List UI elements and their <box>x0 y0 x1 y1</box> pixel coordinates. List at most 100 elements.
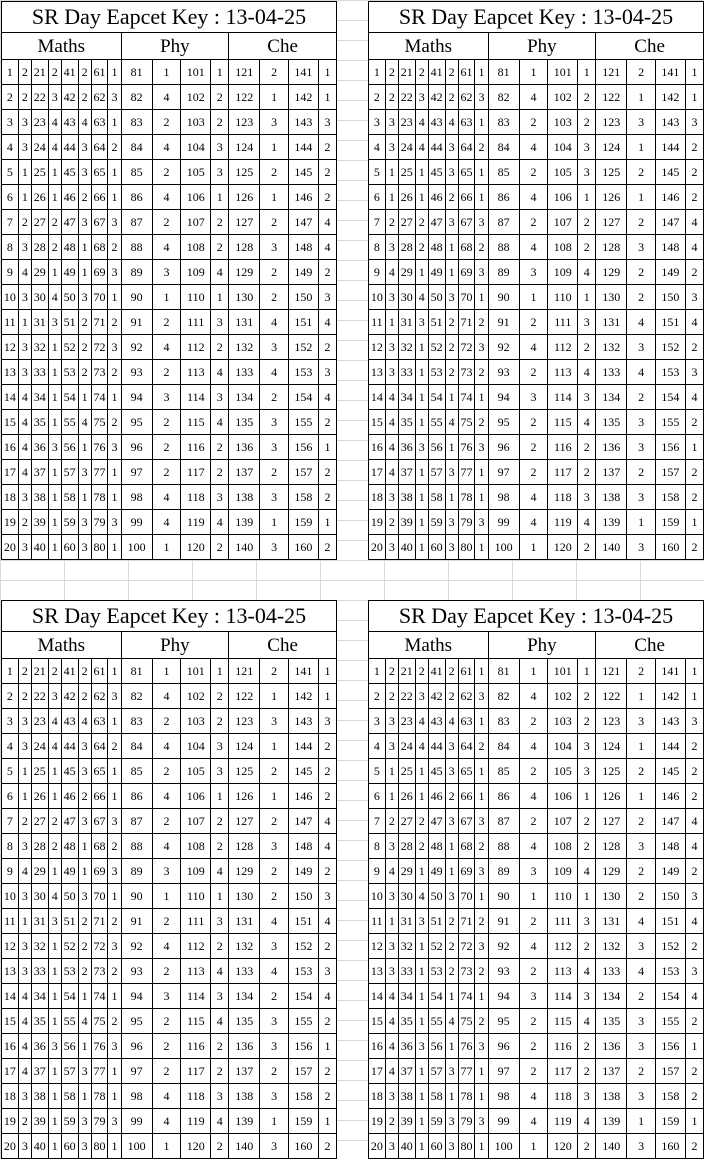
answer-option-cell: 2 <box>684 758 704 784</box>
answer-option-cell: 2 <box>518 159 549 185</box>
question-number-cell: 78 <box>90 1083 109 1109</box>
answer-option-cell: 3 <box>17 833 32 859</box>
answer-option-cell: 2 <box>259 384 289 410</box>
answer-option-cell: 3 <box>259 708 289 734</box>
answer-option-cell: 2 <box>384 509 399 535</box>
question-number-cell: 154 <box>287 983 319 1009</box>
answer-option-cell: 3 <box>474 209 489 235</box>
answer-option-cell: 2 <box>210 808 230 834</box>
answer-option-cell: 1 <box>77 234 92 260</box>
question-number-cell: 40 <box>30 1133 49 1159</box>
question-number-cell: 47 <box>60 808 79 834</box>
answer-option-cell: 4 <box>626 958 656 984</box>
answer-option-cell: 1 <box>47 259 62 285</box>
question-number-cell: 39 <box>397 509 416 535</box>
answer-option-cell: 2 <box>684 783 704 809</box>
answer-option-cell: 4 <box>518 783 549 809</box>
question-number-cell: 91 <box>120 309 153 335</box>
answer-option-cell: 3 <box>317 284 338 310</box>
answer-option-cell: 2 <box>210 833 230 859</box>
question-number-cell: 108 <box>547 234 579 260</box>
question-number-cell: 154 <box>654 983 686 1009</box>
question-number-cell: 1 <box>368 59 386 85</box>
answer-option-cell: 3 <box>577 134 597 160</box>
question-number-cell: 146 <box>287 184 319 210</box>
question-number-cell: 146 <box>654 184 686 210</box>
answer-option-cell: 2 <box>577 708 597 734</box>
answer-option-cell: 1 <box>474 59 489 85</box>
table-row: 16 4 36 3 56 1 76 3 96 2 116 2 136 3 156 1 <box>1 434 338 460</box>
question-number-cell: 44 <box>427 733 446 759</box>
question-number-cell: 129 <box>595 858 628 884</box>
question-number-cell: 102 <box>180 683 212 709</box>
answer-option-cell: 3 <box>414 434 429 460</box>
question-number-cell: 23 <box>397 109 416 135</box>
answer-option-cell: 1 <box>684 658 704 684</box>
question-number-cell: 160 <box>287 534 319 560</box>
table-row: 9 4 29 1 49 1 69 3 89 3 109 4 129 2 149 2 <box>1 259 338 285</box>
question-number-cell: 103 <box>180 708 212 734</box>
question-number-cell: 153 <box>654 958 686 984</box>
answer-option-cell: 1 <box>414 1008 429 1034</box>
question-number-cell: 64 <box>457 134 476 160</box>
question-number-cell: 63 <box>90 109 109 135</box>
question-number-cell: 131 <box>228 908 261 934</box>
answer-option-cell: 1 <box>77 1033 92 1059</box>
question-number-cell: 139 <box>595 1108 628 1134</box>
answer-option-cell: 4 <box>414 134 429 160</box>
question-number-cell: 9 <box>1 858 19 884</box>
question-number-cell: 69 <box>457 858 476 884</box>
answer-option-cell: 3 <box>414 309 429 335</box>
answer-option-cell: 2 <box>317 334 338 360</box>
question-number-cell: 1 <box>1 658 19 684</box>
question-number-cell: 156 <box>654 434 686 460</box>
question-number-cell: 71 <box>90 908 109 934</box>
answer-option-cell: 2 <box>17 1108 32 1134</box>
answer-option-cell: 2 <box>77 958 92 984</box>
question-number-cell: 62 <box>457 84 476 110</box>
table-row: 13 3 33 1 53 2 73 2 93 2 113 4 133 4 153 3 <box>368 958 704 984</box>
question-number-cell: 41 <box>427 658 446 684</box>
answer-option-cell: 4 <box>444 1008 459 1034</box>
answer-option-cell: 1 <box>474 883 489 909</box>
answer-option-cell: 4 <box>317 908 338 934</box>
table-row: 8 3 28 2 48 1 68 2 88 4 108 2 128 3 148 4 <box>368 833 704 859</box>
answer-option-cell: 2 <box>626 384 656 410</box>
answer-option-cell: 1 <box>317 683 338 709</box>
question-number-cell: 124 <box>595 134 628 160</box>
question-number-cell: 148 <box>287 234 319 260</box>
question-number-cell: 150 <box>654 284 686 310</box>
answer-option-cell: 1 <box>107 384 122 410</box>
question-number-cell: 80 <box>457 534 476 560</box>
answer-option-cell: 3 <box>474 84 489 110</box>
answer-option-cell: 4 <box>384 858 399 884</box>
question-number-cell: 136 <box>228 1033 261 1059</box>
question-number-cell: 33 <box>397 359 416 385</box>
answer-option-cell: 3 <box>474 259 489 285</box>
answer-option-cell: 2 <box>210 708 230 734</box>
answer-option-cell: 3 <box>444 459 459 485</box>
question-number-cell: 155 <box>287 1008 319 1034</box>
question-number-cell: 140 <box>595 1133 628 1159</box>
question-number-cell: 111 <box>547 309 579 335</box>
answer-option-cell: 3 <box>17 933 32 959</box>
question-number-cell: 150 <box>287 883 319 909</box>
answer-option-cell: 2 <box>151 209 182 235</box>
answer-option-cell: 1 <box>47 1008 62 1034</box>
answer-option-cell: 1 <box>444 833 459 859</box>
question-number-cell: 100 <box>120 534 153 560</box>
question-number-cell: 111 <box>180 908 212 934</box>
question-number-cell: 119 <box>180 509 212 535</box>
question-number-cell: 55 <box>427 409 446 435</box>
answer-option-cell: 2 <box>151 758 182 784</box>
question-number-cell: 79 <box>90 1108 109 1134</box>
question-number-cell: 90 <box>487 284 520 310</box>
question-number-cell: 82 <box>487 683 520 709</box>
question-number-cell: 72 <box>90 334 109 360</box>
question-number-cell: 2 <box>368 683 386 709</box>
answer-option-cell: 3 <box>77 758 92 784</box>
question-number-cell: 54 <box>427 384 446 410</box>
answer-option-cell: 2 <box>684 459 704 485</box>
answer-option-cell: 2 <box>577 833 597 859</box>
question-number-cell: 43 <box>60 708 79 734</box>
